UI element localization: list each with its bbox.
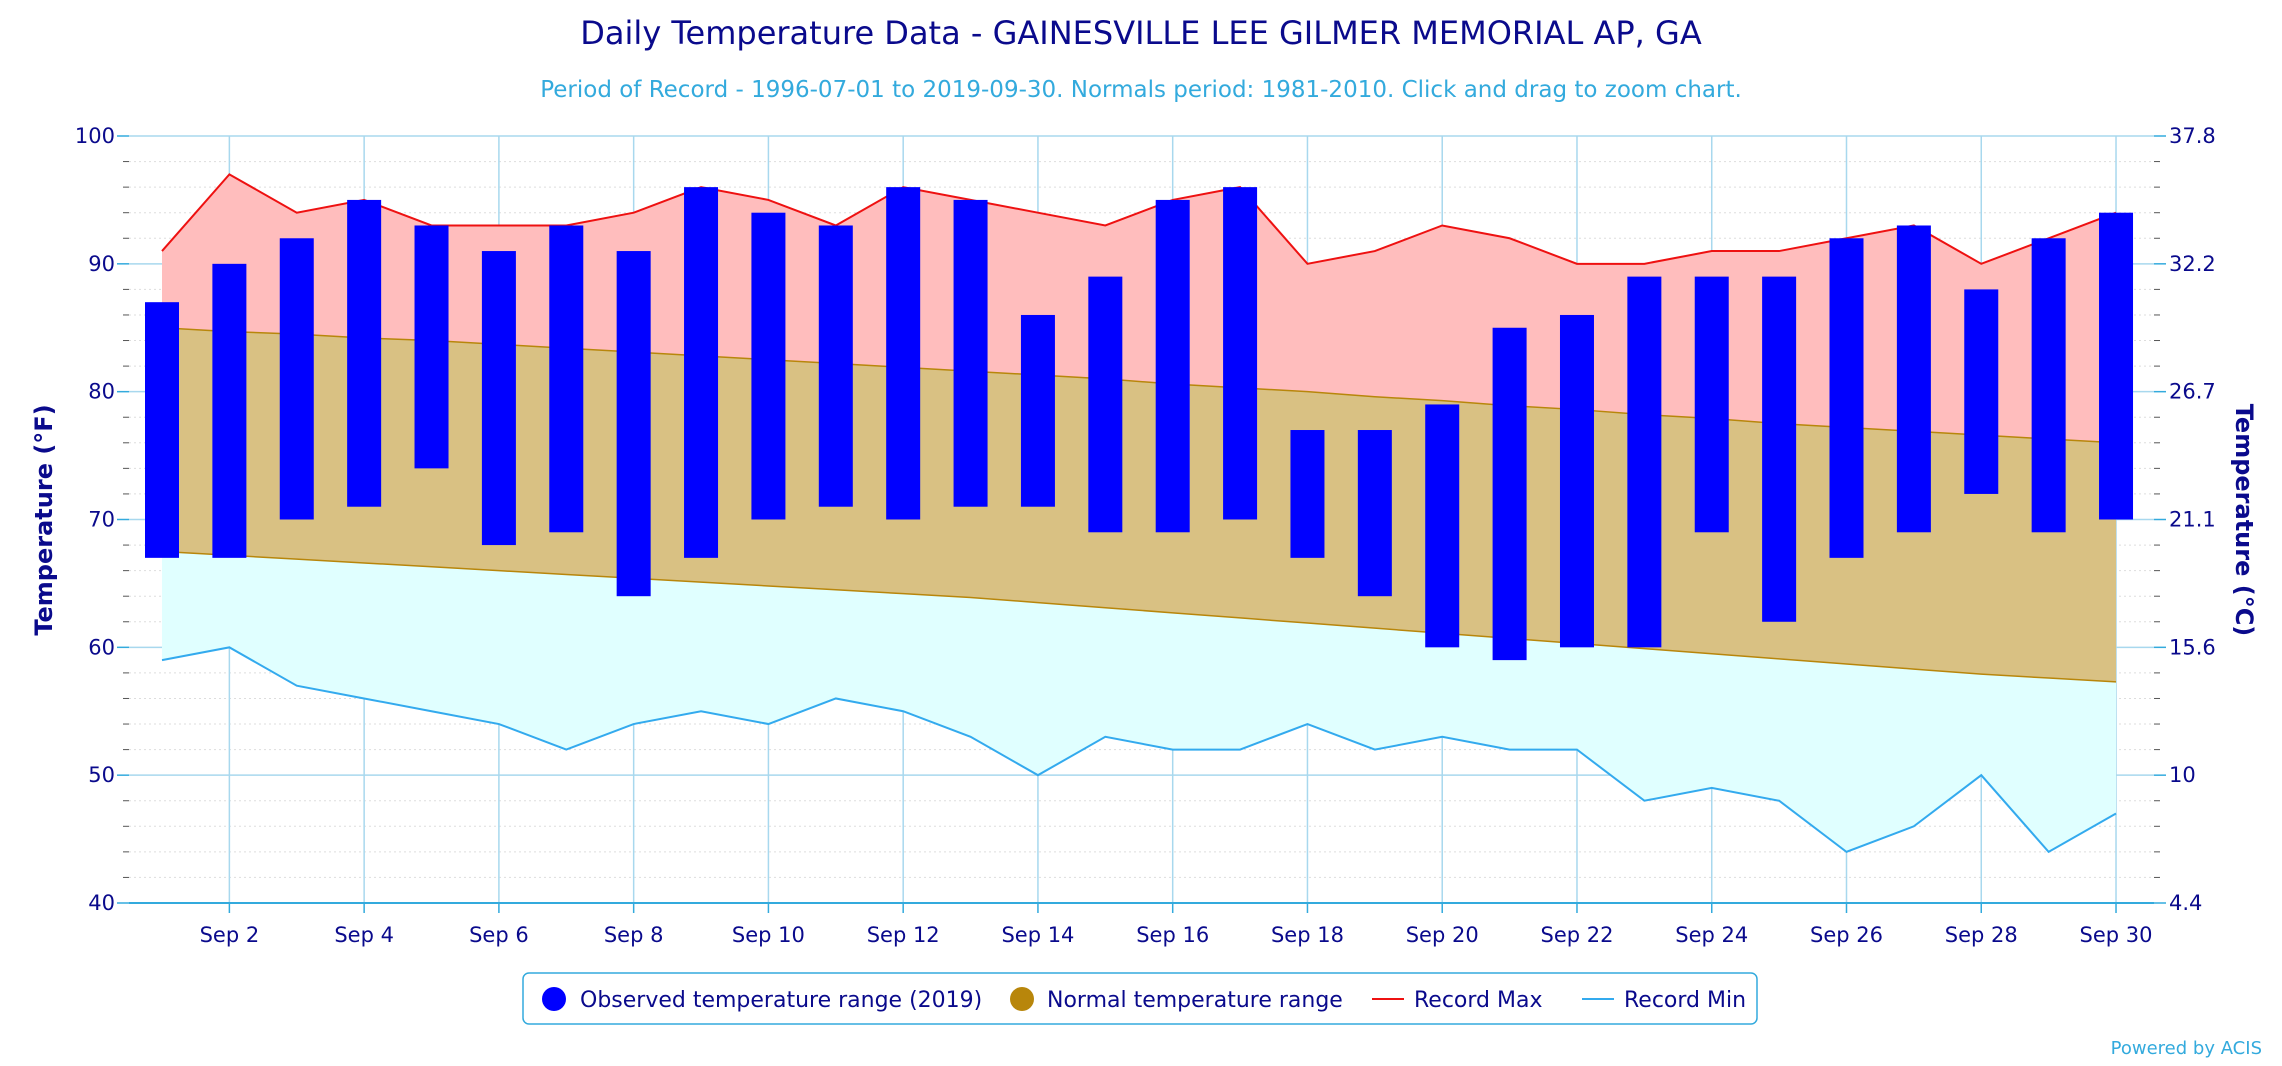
observed-bar [1964, 289, 1999, 494]
y-axis-title-left: Temperature (°F) [30, 404, 58, 635]
line-layer [161, 173, 2117, 854]
x-tick-label: Sep 30 [2080, 923, 2153, 947]
y-tick-label: 50 [88, 763, 115, 787]
observed-bar [1829, 238, 1864, 558]
y2-tick-label: 10 [2169, 763, 2196, 787]
legend-item-record-min[interactable]: Record Min [1582, 988, 1746, 1013]
observed-bar [886, 187, 921, 520]
x-tick-label: Sep 6 [469, 923, 529, 947]
normal-low-line [161, 550, 2117, 683]
y-axis-title-right: Temperature (°C) [2230, 404, 2258, 637]
y-tick-label: 90 [88, 252, 115, 276]
observed-bar [1088, 276, 1123, 533]
observed-bar [347, 199, 382, 507]
observed-bar [1357, 430, 1392, 597]
observed-bar [1425, 404, 1460, 648]
credit-label[interactable]: Powered by ACIS [2111, 1038, 2262, 1059]
observed-bar [549, 225, 584, 533]
chart-title: Daily Temperature Data - GAINESVILLE LEE… [580, 14, 1702, 52]
legend-normal-label: Normal temperature range [1047, 988, 1343, 1013]
x-tick-label: Sep 2 [200, 923, 260, 947]
observed-bar [1762, 276, 1797, 622]
observed-bar [684, 187, 719, 558]
x-tick-label: Sep 20 [1406, 923, 1479, 947]
observed-bar [616, 251, 651, 597]
observed-bar [2099, 212, 2134, 520]
legend-item-normal[interactable]: Normal temperature range [1010, 987, 1343, 1013]
y-tick-label: 100 [75, 124, 115, 148]
x-tick-label: Sep 18 [1271, 923, 1344, 947]
legend-item-record-max[interactable]: Record Max [1372, 988, 1543, 1013]
x-tick-label: Sep 8 [604, 923, 664, 947]
x-tick-label: Sep 4 [334, 923, 394, 947]
x-tick-label: Sep 16 [1136, 923, 1209, 947]
observed-bar [481, 251, 516, 546]
observed-bar [1290, 430, 1325, 558]
x-tick-label: Sep 10 [732, 923, 805, 947]
observed-bar [212, 263, 247, 558]
observed-bar [818, 225, 853, 507]
y2-tick-label: 32.2 [2169, 252, 2216, 276]
legend-normal-marker [1010, 987, 1034, 1011]
y-tick-label: 80 [88, 380, 115, 404]
observed-bar [1559, 314, 1594, 648]
chart-subtitle: Period of Record - 1996-07-01 to 2019-09… [540, 77, 1742, 103]
x-tick-label: Sep 26 [1810, 923, 1883, 947]
x-tick-label: Sep 12 [867, 923, 940, 947]
observed-bar [1627, 276, 1662, 648]
y2-tick-label: 4.4 [2169, 891, 2202, 915]
legend-record-max-label: Record Max [1414, 988, 1543, 1013]
y2-tick-label: 37.8 [2169, 124, 2216, 148]
y-tick-label: 70 [88, 508, 115, 532]
observed-bar [145, 302, 179, 558]
x-tick-label: Sep 28 [1945, 923, 2018, 947]
legend-box [522, 972, 1758, 1025]
observed-bar [1694, 276, 1729, 533]
legend-item-observed[interactable]: Observed temperature range (2019) [542, 987, 982, 1013]
observed-bar [751, 212, 786, 520]
observed-bar [414, 225, 449, 469]
x-tick-label: Sep 24 [1675, 923, 1748, 947]
bar-layer [145, 187, 2134, 661]
record-max-line [161, 173, 2117, 265]
observed-bar [1155, 199, 1190, 533]
legend-observed-label: Observed temperature range (2019) [580, 988, 982, 1013]
y-tick-label: 40 [88, 891, 115, 915]
record-min-line [161, 646, 2117, 854]
y2-tick-label: 15.6 [2169, 635, 2216, 659]
observed-bar [1896, 225, 1931, 533]
y-tick-label: 60 [88, 635, 115, 659]
y2-tick-label: 21.1 [2169, 508, 2216, 532]
observed-bar [953, 199, 988, 507]
area-layer [161, 174, 2117, 852]
observed-bar [1223, 187, 1258, 520]
y2-tick-label: 26.7 [2169, 380, 2216, 404]
x-tick-label: Sep 14 [1001, 923, 1074, 947]
observed-bar [1020, 314, 1055, 507]
observed-bar [279, 238, 314, 520]
observed-bar [2031, 238, 2066, 533]
legend-record-min-label: Record Min [1624, 988, 1746, 1013]
x-tick-label: Sep 22 [1540, 923, 1613, 947]
legend-observed-marker [542, 987, 566, 1011]
legend: Observed temperature range (2019) Normal… [522, 972, 1758, 1025]
axis-layer: 40 50 60 70 80 90 100 4.4 10 15.6 21.1 26.7 32.2 37.8… [75, 124, 2216, 947]
observed-bar [1492, 327, 1527, 661]
